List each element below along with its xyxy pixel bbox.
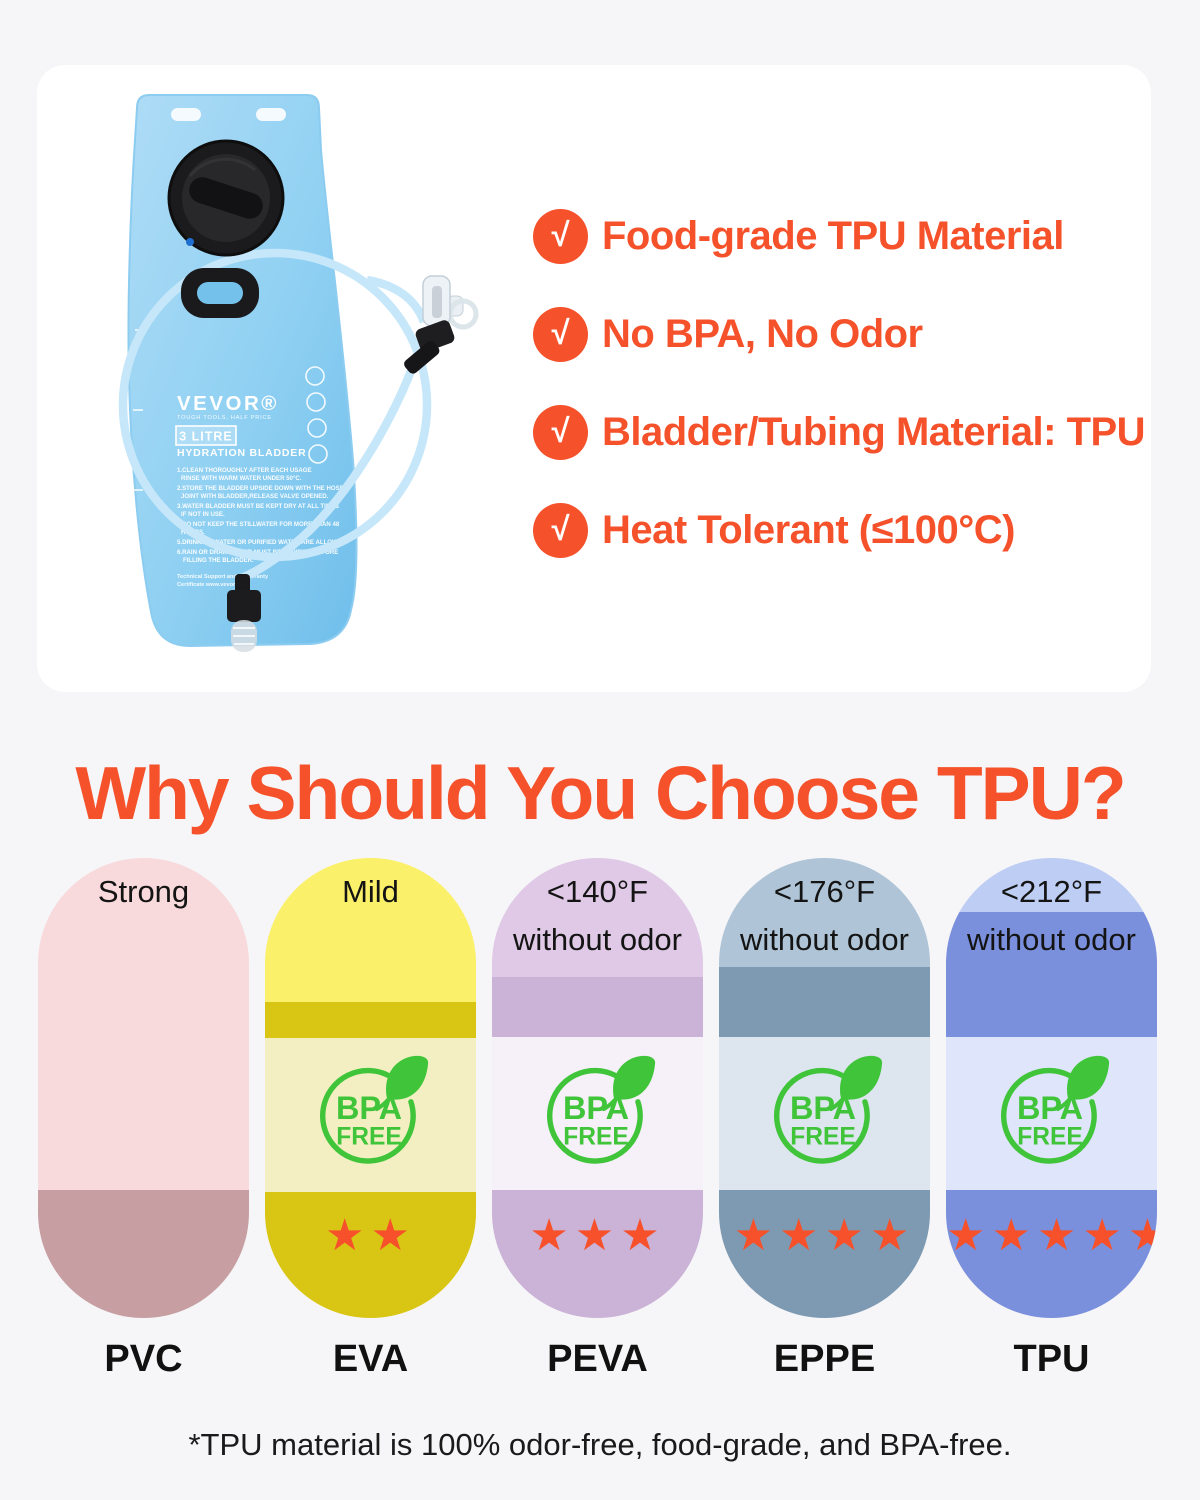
badge-line1: BPA	[562, 1090, 628, 1126]
pill-band-segment	[946, 912, 1157, 1037]
material-pill-eppe: <176°F without odor BPA FREE ★★★★	[719, 858, 930, 1318]
pill-trait-label: <140°F	[546, 874, 649, 909]
cap-indicator-dot	[186, 238, 194, 246]
badge-line2: FREE	[563, 1123, 629, 1150]
material-name-tpu: TPU	[1013, 1338, 1090, 1380]
star-rating: ★★★★	[733, 1210, 916, 1261]
pill-subtrait-label: without odor	[513, 922, 682, 957]
pill-trait-label: Mild	[342, 874, 399, 909]
badge-line1: BPA	[1016, 1090, 1082, 1126]
material-pill-pvc: Strong	[38, 858, 249, 1318]
pill-band-segment	[492, 977, 703, 1037]
pill-trait-label: <212°F	[1000, 874, 1103, 909]
brand-logo: VEVOR®	[177, 392, 279, 415]
check-icon: √	[533, 405, 588, 460]
pill-trait-label: <176°F	[773, 874, 876, 909]
material-name-eppe: EPPE	[773, 1338, 876, 1380]
pill-subtrait-label: without odor	[740, 922, 909, 957]
svg-text:JOINT WITH BLADDER,RELEASE VAL: JOINT WITH BLADDER,RELEASE VALVE OPENED.	[181, 493, 329, 500]
carry-handle	[181, 268, 259, 318]
feature-row: √ Heat Tolerant (≤100°C)	[533, 503, 1015, 558]
pill-trait-label: Strong	[97, 874, 190, 909]
svg-text:RINSE WITH WARM WATER UNDER 50: RINSE WITH WARM WATER UNDER 50°C.	[181, 475, 302, 482]
product-photo-hydration-bladder: VEVOR® TOUGH TOOLS, HALF PRICE 3 LITRE H…	[118, 94, 479, 652]
material-pill-tpu: <212°F without odor BPA FREE ★★★★★	[946, 858, 1157, 1318]
pill-band-segment	[719, 967, 930, 1037]
feature-row: √ Bladder/Tubing Material: TPU	[533, 405, 1146, 460]
badge-line1: BPA	[335, 1090, 401, 1126]
svg-text:Technical Support and E-Warran: Technical Support and E-Warranty	[177, 574, 269, 580]
material-pill-eva: Mild BPA FREE ★★	[265, 858, 476, 1318]
star-rating: ★★★★★	[946, 1210, 1157, 1261]
drain-connector	[227, 574, 261, 652]
bite-valve	[404, 275, 479, 374]
hanger-slot-right	[256, 108, 286, 121]
bpa-free-badge: BPA FREE	[319, 1055, 428, 1164]
certification-icons	[305, 366, 328, 464]
star-rating: ★★	[325, 1210, 416, 1261]
svg-text:Certificate www.vevor.com: Certificate www.vevor.com	[177, 582, 248, 588]
badge-line2: FREE	[1017, 1123, 1083, 1150]
svg-text:5.DRINKING WATER OR PURIFIED W: 5.DRINKING WATER OR PURIFIED WATER ARE A…	[177, 539, 339, 546]
product-name: HYDRATION BLADDER	[177, 447, 306, 459]
feature-row: √ No BPA, No Odor	[533, 307, 923, 362]
check-icon: √	[533, 307, 588, 362]
pill-mid-segment	[946, 1037, 1157, 1190]
svg-text:3.WATER BLADDER MUST BE KEPT D: 3.WATER BLADDER MUST BE KEPT DRY AT ALL …	[177, 503, 339, 510]
feature-label: Heat Tolerant (≤100°C)	[602, 508, 1015, 552]
brand-tagline: TOUGH TOOLS, HALF PRICE	[177, 415, 272, 421]
pill-mid-segment	[265, 1038, 476, 1192]
feature-label: Bladder/Tubing Material: TPU	[602, 410, 1146, 454]
badge-line2: FREE	[336, 1123, 402, 1150]
check-icon: √	[533, 503, 588, 558]
feature-row: √ Food-grade TPU Material	[533, 209, 1064, 264]
drink-tube	[118, 248, 432, 587]
check-icon: √	[533, 209, 588, 264]
feature-label: No BPA, No Odor	[602, 312, 923, 356]
badge-line2: FREE	[790, 1123, 856, 1150]
svg-text:4.DO NOT KEEP THE STILLWATER F: 4.DO NOT KEEP THE STILLWATER FOR MORE TH…	[177, 521, 340, 528]
section-title: Why Should You Choose TPU?	[75, 751, 1126, 835]
svg-text:2.STORE THE BLADDER UPSIDE DOW: 2.STORE THE BLADDER UPSIDE DOWN WITH THE…	[177, 485, 344, 492]
svg-text:FILLING THE BLADDER.: FILLING THE BLADDER.	[183, 557, 254, 564]
pill-band-segment	[265, 1002, 476, 1038]
footnote: *TPU material is 100% odor-free, food-gr…	[188, 1427, 1012, 1462]
hanger-slot-left	[171, 108, 201, 121]
badge-line1: BPA	[789, 1090, 855, 1126]
material-pill-peva: <140°F without odor BPA FREE ★★★	[492, 858, 703, 1318]
pill-top-segment	[38, 858, 249, 1190]
svg-text:IF NOT IN USE.: IF NOT IN USE.	[181, 511, 225, 518]
pill-mid-segment	[492, 1037, 703, 1190]
bpa-free-badge: BPA FREE	[1000, 1055, 1109, 1164]
capacity-label: 3 LITRE	[179, 430, 233, 444]
bpa-free-badge: BPA FREE	[546, 1055, 655, 1164]
material-name-eva: EVA	[332, 1338, 409, 1380]
pill-mid-segment	[719, 1037, 930, 1190]
screw-cap	[167, 139, 285, 257]
pill-subtrait-label: without odor	[967, 922, 1136, 957]
pill-bottom-segment	[38, 1190, 249, 1318]
svg-text:1.CLEAN THOROUGHLY AFTER EACH: 1.CLEAN THOROUGHLY AFTER EACH USAGE	[177, 467, 312, 474]
star-rating: ★★★	[529, 1210, 666, 1261]
capacity-box	[175, 425, 237, 446]
hero-card: VEVOR® TOUGH TOOLS, HALF PRICE 3 LITRE H…	[37, 65, 1151, 692]
feature-label: Food-grade TPU Material	[602, 214, 1064, 258]
material-name-pvc: PVC	[104, 1338, 183, 1380]
material-name-peva: PEVA	[547, 1338, 648, 1380]
bladder-print: VEVOR® TOUGH TOOLS, HALF PRICE 3 LITRE H…	[175, 392, 344, 588]
support-note: Technical Support and E-Warranty Certifi…	[177, 574, 269, 588]
bpa-free-badge: BPA FREE	[773, 1055, 882, 1164]
